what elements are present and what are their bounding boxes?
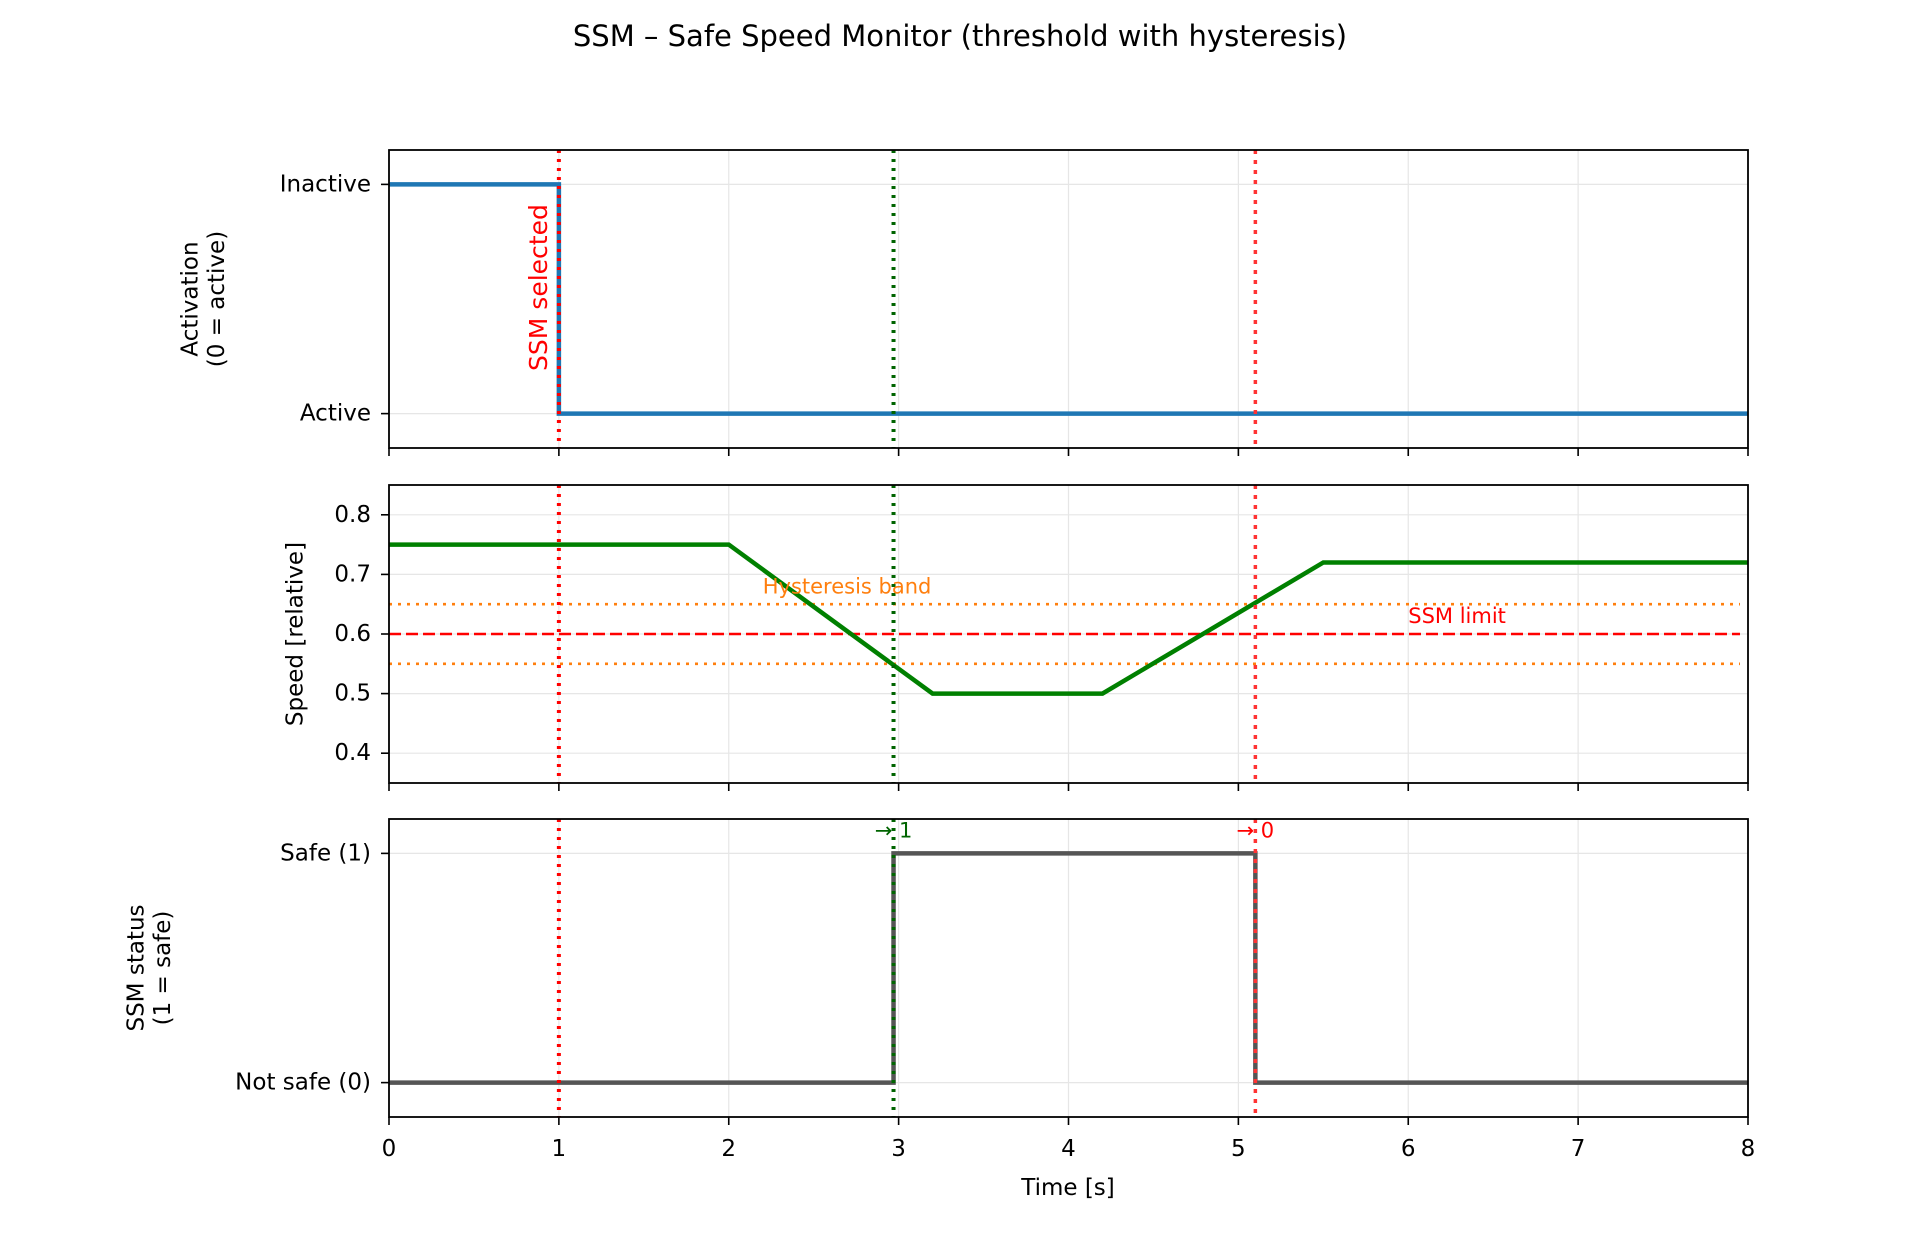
activation-series-line [389,182,1748,416]
plot-area [389,485,1748,783]
y-tick-label: 0.6 [334,621,371,647]
x-tick-label: 5 [1231,1136,1246,1162]
panels: Active Inactive Activation(0 = active) SSM … [124,149,1756,1162]
panel-speed: 0.4 0.5 0.6 0.7 0.8 Speed [relative] Hysteresi… [283,484,1749,791]
plot-area [389,819,1748,1117]
y-axis-label: SSM status(1 = safe) [124,904,176,1031]
transition-annotation: → 0 [1237,818,1275,842]
speed-series-line [389,542,1748,696]
y-tick-label: 0.7 [334,561,371,587]
panel-status: 0 1 2 3 4 5 6 7 8 Not safe (0) Safe (1) SSM status(… [124,818,1756,1162]
x-tick-label: 6 [1401,1136,1416,1162]
x-tick-label: 1 [552,1136,567,1162]
figure-title: SSM – Safe Speed Monitor (threshold with… [573,19,1347,53]
panel-activation: Active Inactive Activation(0 = active) SSM … [178,149,1749,456]
y-tick-label: Not safe (0) [235,1070,371,1096]
y-tick-label: 0.8 [334,502,371,528]
y-axis-label-line: SSM status [124,904,150,1031]
x-axis-label: Time [s] [1020,1175,1115,1201]
y-tick-label: Safe (1) [280,840,371,866]
status-series-line [389,851,1748,1085]
x-tick-label: 4 [1061,1136,1076,1162]
y-tick-label: 0.5 [334,681,371,707]
y-axis-label-line: (0 = active) [204,231,230,367]
ssm-selected-annotation: SSM selected [524,204,553,371]
y-tick-label: Active [300,401,371,427]
y-tick-label: 0.4 [334,740,371,766]
y-axis-label-line: (1 = safe) [150,911,176,1026]
y-axis-label-line: Activation [178,241,204,356]
x-tick-label: 3 [891,1136,906,1162]
hysteresis-band-annotation: Hysteresis band [763,574,932,598]
ssm-limit-annotation: SSM limit [1408,604,1506,628]
x-tick-label: 7 [1571,1136,1586,1162]
x-tick-label: 2 [721,1136,736,1162]
y-axis-label: Speed [relative] [283,542,309,726]
x-tick-label: 0 [382,1136,397,1162]
x-tick-label: 8 [1741,1136,1756,1162]
transition-annotation: → 1 [875,818,913,842]
y-axis-label-line: Speed [relative] [283,542,309,726]
y-axis-label: Activation(0 = active) [178,231,230,367]
y-tick-label: Inactive [280,171,371,197]
plot-area [389,150,1748,448]
